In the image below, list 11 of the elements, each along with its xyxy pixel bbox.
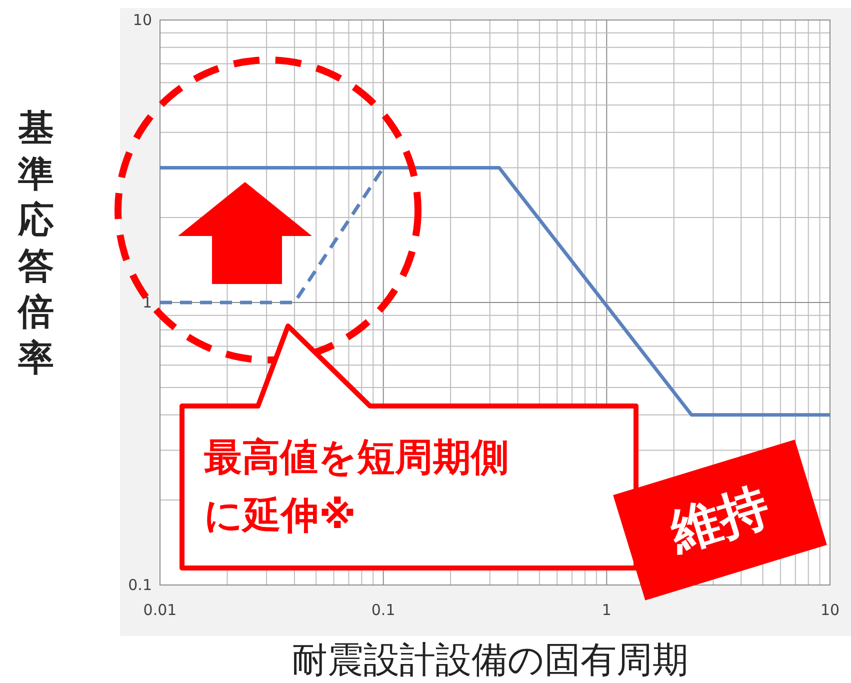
x-tick-label: 1 [602,601,612,619]
y-axis-title: 基準応答倍率 [17,108,54,379]
x-tick-label: 0.01 [143,601,177,619]
annotation: 維持 [662,476,776,562]
y-tick-label: 0.1 [128,576,152,594]
x-tick-label: 10 [820,601,840,619]
annotation: 最高値を短周期側に延伸※ [204,435,509,537]
x-axis-title: 耐震設計設備の固有周期 [292,640,688,681]
x-tick-label: 0.1 [371,601,396,619]
y-tick-label: 10 [132,11,152,29]
y-tick-label: 1 [142,294,152,312]
